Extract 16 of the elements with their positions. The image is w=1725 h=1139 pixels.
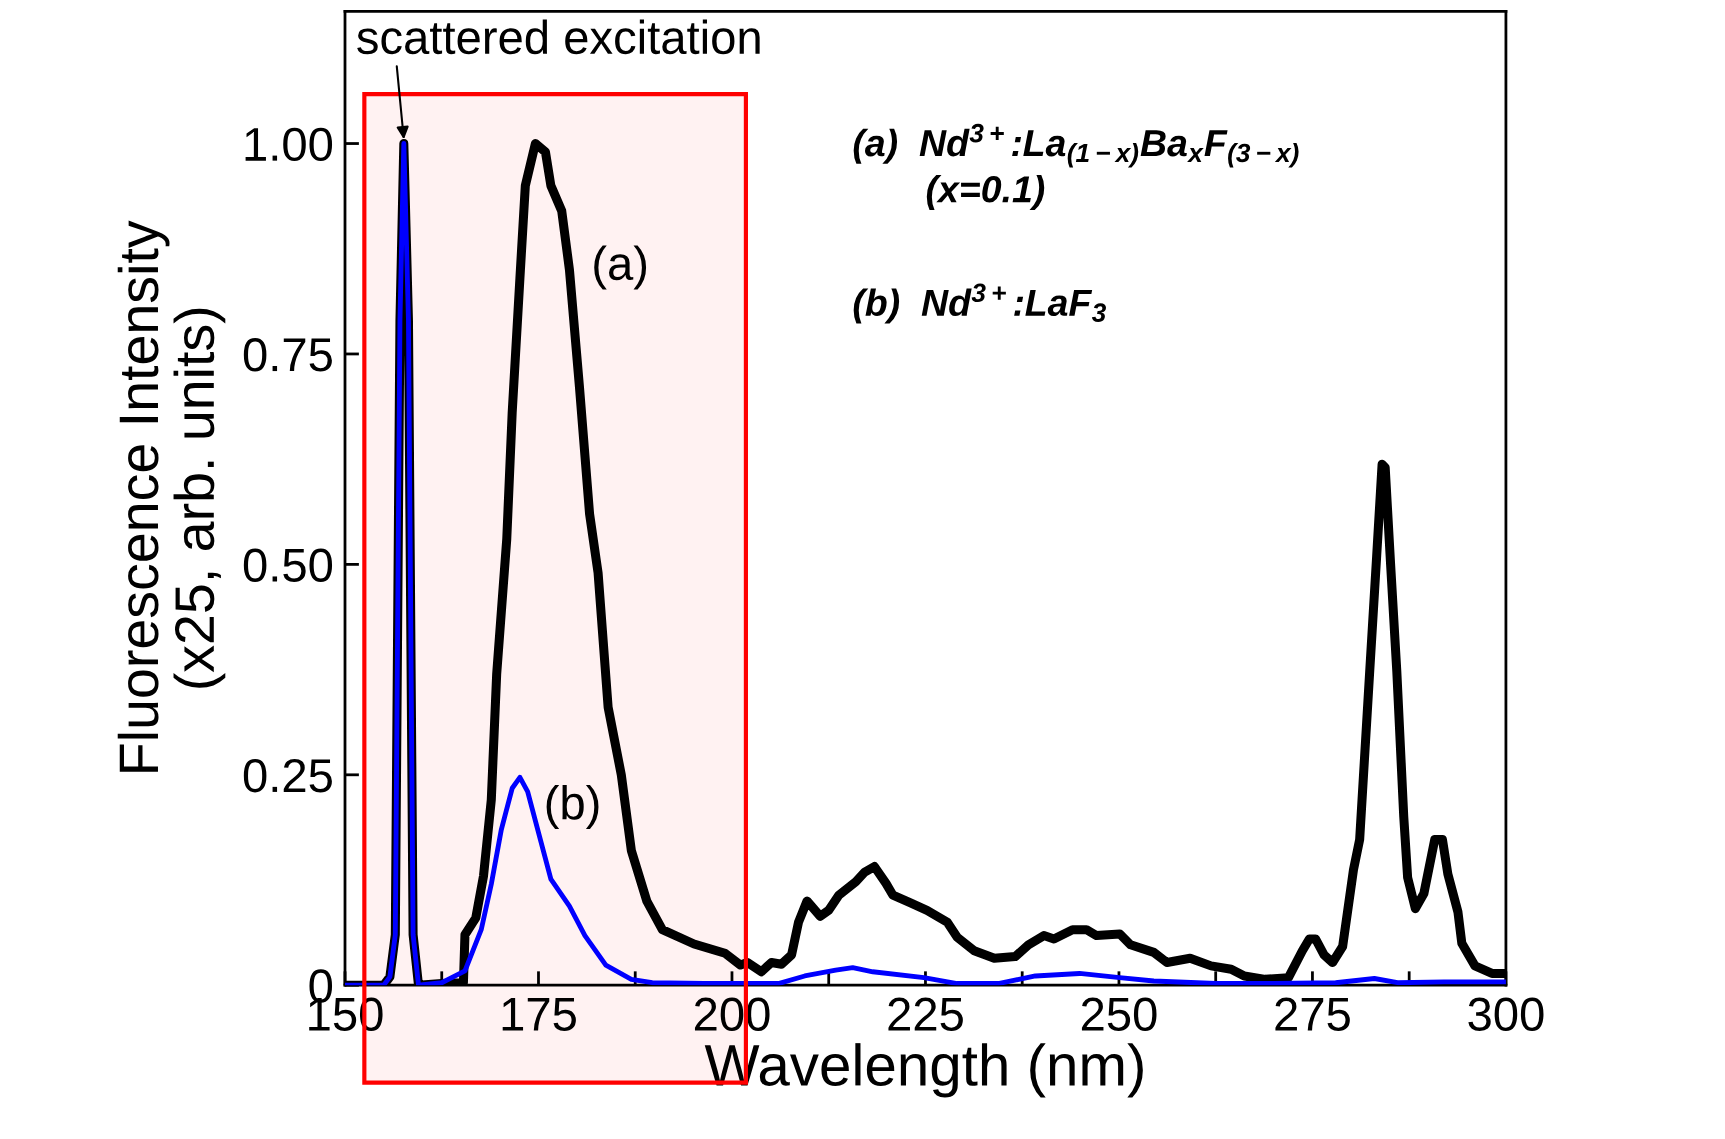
- y-tick-label: 0.25: [243, 758, 332, 793]
- y-tick-label: 1.00: [245, 127, 333, 162]
- y-tick-label: 0.50: [243, 548, 333, 582]
- annotation: (b): [546, 785, 599, 830]
- annotation: scattered excitation: [357, 19, 760, 55]
- x-tick-label: 225: [888, 997, 963, 1032]
- annotation: (a): [594, 245, 647, 290]
- annotation: (a) Nd$^{3+}$:La$_{(1−x)}$Ba$_{x}$F$_{(3−x)}$: [853, 123, 1299, 168]
- x-tick-label: 250: [1081, 997, 1157, 1032]
- y-tick-label: 0.75: [243, 338, 332, 372]
- y-axis-title: Fluorescence Intensity (x25, arb. units): [117, 220, 226, 772]
- annotation: (x=0.1): [926, 175, 1045, 210]
- x-tick-label: 175: [502, 998, 576, 1032]
- x-tick-label: 300: [1468, 997, 1544, 1032]
- annotation: (b) Nd$^{3+}$:LaF$_{3}$: [853, 283, 1107, 324]
- x-tick-label: 275: [1275, 997, 1350, 1032]
